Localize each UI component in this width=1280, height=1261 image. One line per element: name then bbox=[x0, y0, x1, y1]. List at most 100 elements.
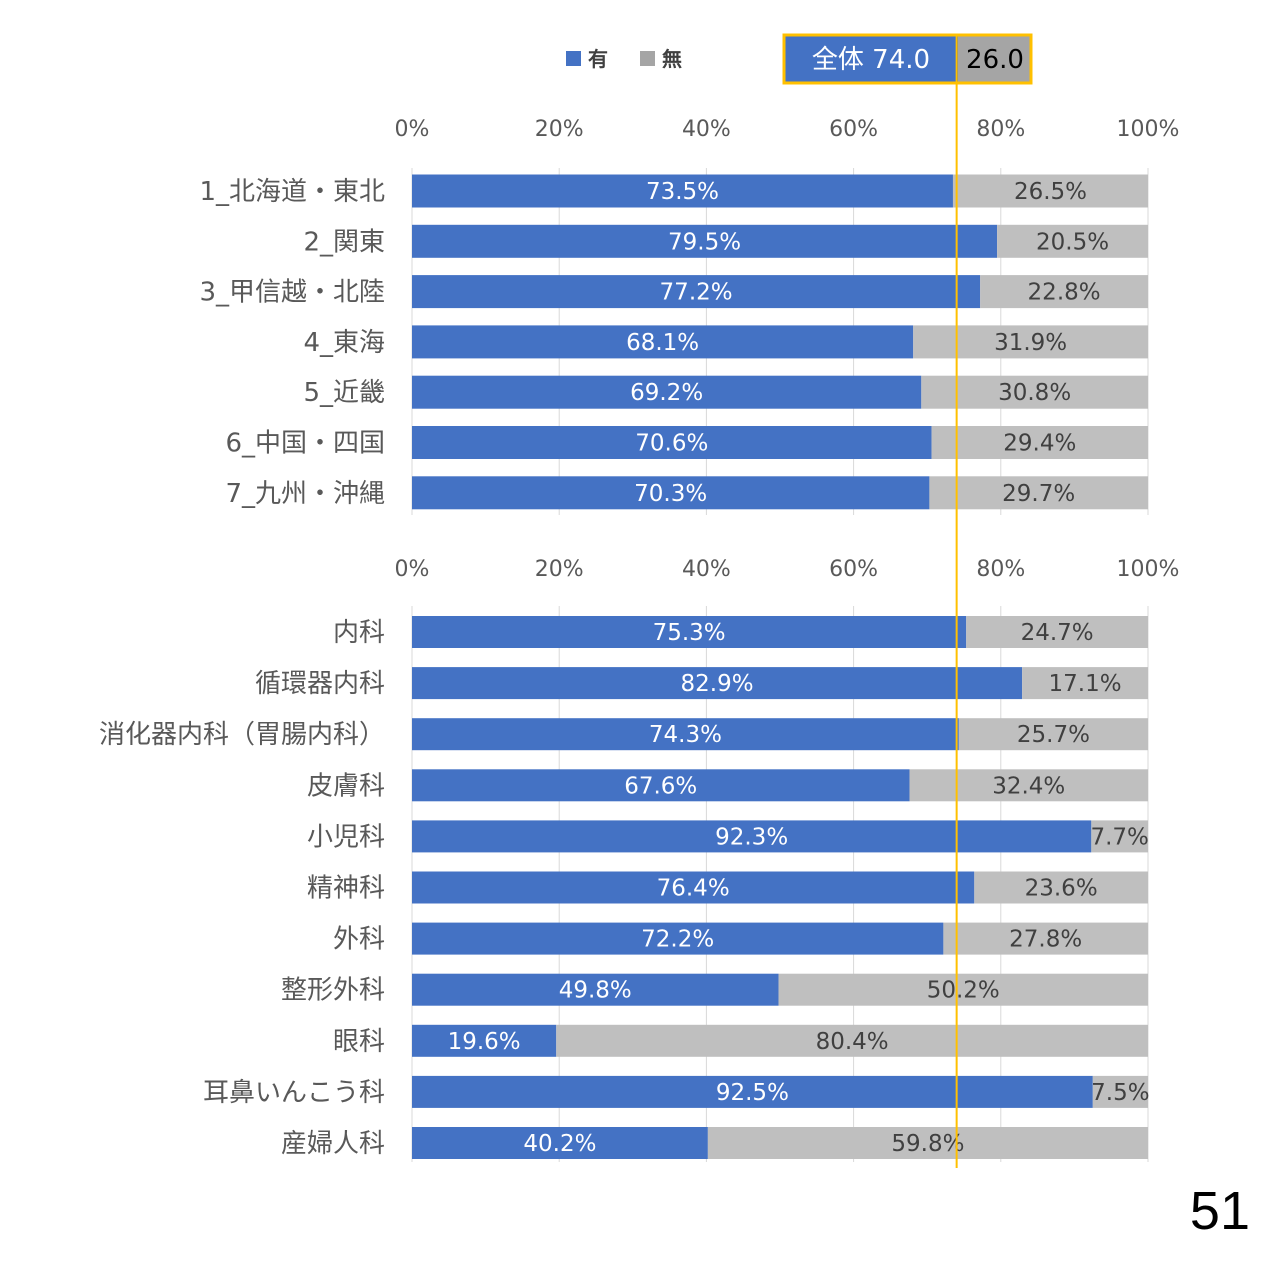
bar-row: 内科 75.3% 24.7% bbox=[333, 616, 1148, 648]
bar-row: 7_九州・沖縄 70.3% 29.7% bbox=[225, 476, 1148, 510]
data-label-no: 7.5% bbox=[1091, 1080, 1149, 1106]
category-label: 産婦人科 bbox=[281, 1129, 385, 1159]
overall-box: 全体 74.0 26.0 bbox=[782, 33, 1033, 85]
bar-no bbox=[707, 1127, 1148, 1159]
data-label-no: 50.2% bbox=[927, 978, 1000, 1004]
bar-row: 2_関東 79.5% 20.5% bbox=[303, 224, 1148, 258]
bar-yes bbox=[412, 275, 981, 309]
category-label: 消化器内科（胃腸内科） bbox=[99, 720, 385, 750]
bar-row: 眼科 19.6% 80.4% bbox=[333, 1024, 1148, 1057]
data-label-yes: 82.9% bbox=[681, 671, 754, 697]
bar-yes bbox=[412, 426, 932, 459]
bar-row: 消化器内科（胃腸内科） 74.3% 25.7% bbox=[99, 718, 1148, 751]
bar-no bbox=[966, 616, 1148, 648]
data-label-no: 20.5% bbox=[1036, 229, 1109, 255]
data-label-no: 31.9% bbox=[994, 330, 1067, 356]
bar-yes bbox=[412, 476, 930, 510]
category-label: 内科 bbox=[333, 618, 385, 648]
category-label: 小児科 bbox=[307, 822, 385, 852]
overall-yes-segment bbox=[784, 35, 958, 83]
x-tick-label: 80% bbox=[976, 117, 1025, 142]
bar-no bbox=[913, 325, 1148, 359]
bar-row: 1_北海道・東北 73.5% 26.5% bbox=[199, 174, 1148, 208]
overall-no-label: 26.0 bbox=[966, 45, 1024, 75]
bar-yes bbox=[412, 820, 1092, 853]
data-label-no: 17.1% bbox=[1049, 671, 1122, 697]
x-tick-label: 100% bbox=[1117, 117, 1180, 142]
category-label: 4_東海 bbox=[303, 328, 385, 358]
data-label-yes: 19.6% bbox=[448, 1029, 521, 1055]
bar-no bbox=[556, 1024, 1148, 1057]
data-label-no: 32.4% bbox=[992, 773, 1065, 799]
x-tick-label: 40% bbox=[682, 117, 731, 142]
data-label-no: 29.4% bbox=[1003, 431, 1076, 457]
bar-yes bbox=[412, 718, 959, 751]
chart-panel-1: 0% 20% 40% 60% 80% 100% 1_北海道・東北 73.5% 26.5% 2_関東… bbox=[199, 117, 1179, 515]
bar-row: 耳鼻いんこう科 92.5% 7.5% bbox=[203, 1075, 1150, 1108]
legend-label-no: 無 bbox=[662, 47, 682, 71]
legend-swatch-no bbox=[640, 51, 655, 66]
data-label-no: 59.8% bbox=[891, 1131, 964, 1157]
data-label-no: 30.8% bbox=[998, 380, 1071, 406]
bar-no bbox=[958, 718, 1148, 751]
category-label: 皮膚科 bbox=[307, 771, 385, 801]
bar-row: 5_近畿 69.2% 30.8% bbox=[303, 375, 1148, 409]
data-label-no: 27.8% bbox=[1009, 927, 1082, 953]
bar-row: 3_甲信越・北陸 77.2% 22.8% bbox=[199, 275, 1148, 309]
data-label-yes: 73.5% bbox=[646, 179, 719, 205]
bar-no bbox=[778, 973, 1148, 1006]
data-label-yes: 92.5% bbox=[716, 1080, 789, 1106]
category-label: 外科 bbox=[333, 925, 385, 955]
data-label-yes: 72.2% bbox=[641, 927, 714, 953]
x-tick-label: 20% bbox=[535, 117, 584, 142]
bar-yes bbox=[412, 325, 914, 359]
category-label: 3_甲信越・北陸 bbox=[199, 278, 385, 308]
chart-panel-2: 0% 20% 40% 60% 80% 100% 内科 75.3% 24.7% 循環器内科 82.9%… bbox=[99, 557, 1179, 1162]
category-label: 精神科 bbox=[307, 874, 385, 904]
bar-row: 小児科 92.3% 7.7% bbox=[307, 820, 1149, 853]
x-tick-label: 80% bbox=[976, 557, 1025, 582]
bar-yes bbox=[412, 1024, 557, 1057]
bar-no bbox=[997, 224, 1148, 258]
bar-row: 4_東海 68.1% 31.9% bbox=[303, 325, 1148, 359]
bar-no bbox=[1092, 1075, 1148, 1108]
bar-no bbox=[929, 476, 1148, 510]
data-label-no: 22.8% bbox=[1028, 280, 1101, 306]
category-label: 6_中国・四国 bbox=[225, 429, 385, 459]
bar-yes bbox=[412, 973, 779, 1006]
bar-yes bbox=[412, 922, 944, 955]
data-label-yes: 92.3% bbox=[715, 824, 788, 850]
bar-row: 外科 72.2% 27.8% bbox=[333, 922, 1148, 955]
data-label-yes: 76.4% bbox=[657, 876, 730, 902]
bar-no bbox=[974, 871, 1148, 904]
overall-yes-label: 全体 74.0 bbox=[812, 45, 930, 75]
category-label: 整形外科 bbox=[281, 976, 385, 1006]
legend-label-yes: 有 bbox=[588, 47, 608, 71]
bar-row: 皮膚科 67.6% 32.4% bbox=[307, 769, 1148, 802]
data-label-no: 7.7% bbox=[1090, 824, 1148, 850]
bar-row: 精神科 76.4% 23.6% bbox=[307, 871, 1148, 904]
category-label: 1_北海道・東北 bbox=[199, 177, 385, 207]
bar-yes bbox=[412, 1075, 1093, 1108]
bar-no bbox=[952, 174, 1148, 208]
bar-no bbox=[909, 769, 1148, 802]
bar-row: 6_中国・四国 70.6% 29.4% bbox=[225, 426, 1148, 459]
bar-yes bbox=[412, 224, 998, 258]
bar-no bbox=[921, 375, 1148, 409]
data-label-yes: 70.6% bbox=[635, 431, 708, 457]
data-label-yes: 49.8% bbox=[559, 978, 632, 1004]
legend-swatch-yes bbox=[566, 51, 581, 66]
bar-row: 産婦人科 40.2% 59.8% bbox=[281, 1127, 1148, 1159]
data-label-no: 23.6% bbox=[1025, 876, 1098, 902]
x-tick-label: 40% bbox=[682, 557, 731, 582]
bar-yes bbox=[412, 616, 967, 648]
category-label: 7_九州・沖縄 bbox=[225, 479, 385, 509]
overall-border bbox=[782, 33, 1033, 85]
data-label-yes: 75.3% bbox=[653, 620, 726, 646]
bar-no bbox=[1022, 667, 1148, 700]
bar-no bbox=[1091, 820, 1148, 853]
x-tick-label: 60% bbox=[829, 557, 878, 582]
bar-yes bbox=[412, 769, 910, 802]
bar-yes bbox=[412, 174, 953, 208]
x-tick-label: 60% bbox=[829, 117, 878, 142]
